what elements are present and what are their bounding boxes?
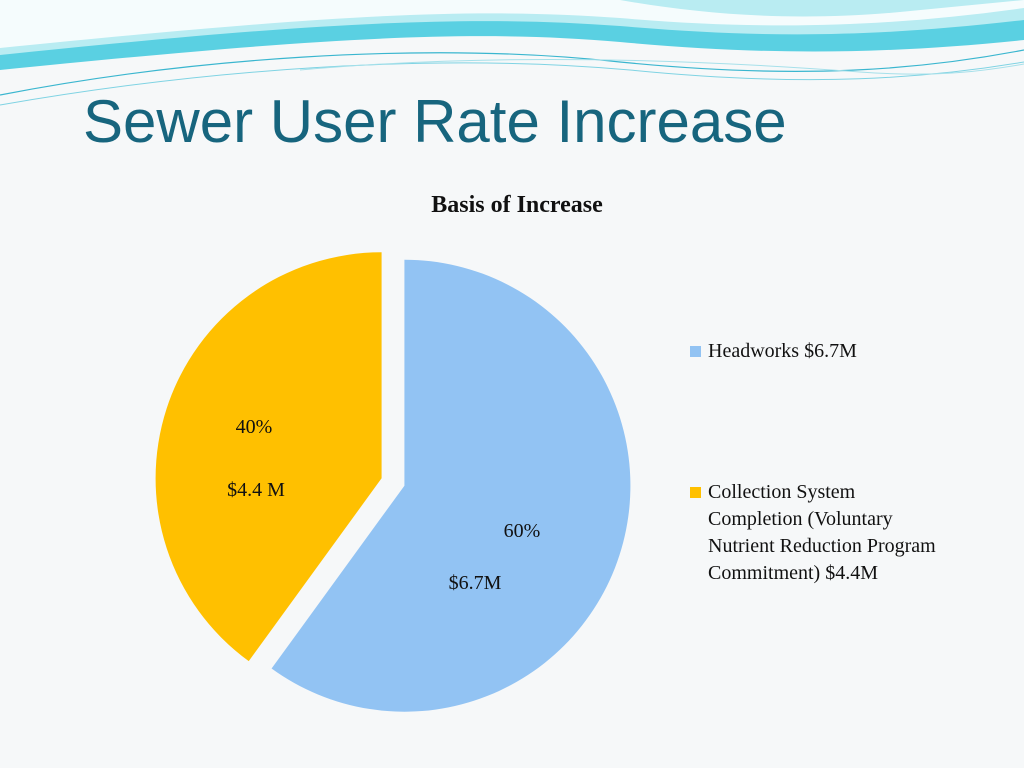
slide-title: Sewer User Rate Increase [83, 88, 787, 155]
pie-label-amount-collection-system: $4.4 M [227, 479, 285, 501]
pie-label-percent-collection-system: 40% [236, 416, 273, 438]
legend-label-headworks: Headworks $6.7M [708, 340, 857, 362]
legend-item-collection-system: Collection System Completion (Voluntary … [690, 479, 950, 587]
pie-slice-headworks [271, 259, 631, 712]
pie-label-percent-headworks: 60% [504, 520, 541, 542]
chart-legend: Headworks $6.7M Collection System Comple… [690, 338, 950, 587]
decorative-wave-banner [0, 0, 1024, 106]
legend-swatch-collection-system [690, 487, 701, 498]
wave-line-2 [0, 61, 1024, 106]
pie-slices [155, 252, 631, 712]
legend-label-collection-system: Collection System Completion (Voluntary … [708, 481, 936, 584]
wave-line-1 [0, 49, 1024, 96]
pie-label-amount-headworks: $6.7M [449, 572, 502, 594]
legend-swatch-headworks [690, 346, 701, 357]
wave-band-white [0, 0, 1024, 48]
pie-slice-collection-system [155, 252, 382, 662]
wave-line-3 [299, 58, 1024, 75]
legend-item-headworks: Headworks $6.7M [690, 338, 950, 365]
chart-title: Basis of Increase [431, 192, 603, 218]
